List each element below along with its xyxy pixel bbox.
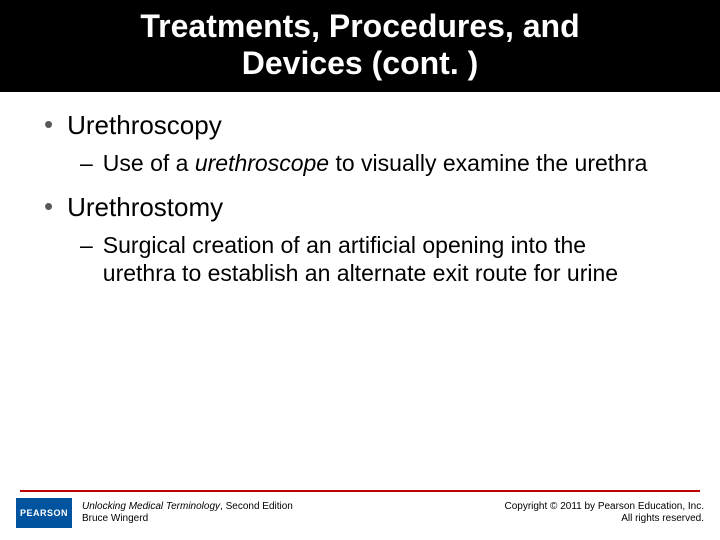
- def-1-post: to visually examine the urethra: [329, 150, 647, 176]
- bullet-dot-icon: •: [44, 110, 53, 139]
- book-author: Bruce Wingerd: [82, 513, 148, 524]
- term-2-label: Urethrostomy: [67, 192, 223, 223]
- title-line-2: Devices (cont. ): [242, 45, 479, 81]
- definition-2: – Surgical creation of an artificial ope…: [80, 231, 680, 289]
- bullet-dot-icon: •: [44, 192, 53, 221]
- dash-icon: –: [80, 231, 93, 260]
- copyright-line-2: All rights reserved.: [621, 513, 704, 524]
- footer-left: PEARSON Unlocking Medical Terminology, S…: [16, 498, 293, 528]
- term-1: • Urethroscopy: [40, 110, 680, 141]
- copyright-line-1: Copyright © 2011 by Pearson Education, I…: [504, 501, 704, 512]
- book-title: Unlocking Medical Terminology: [82, 501, 220, 512]
- footer-row: PEARSON Unlocking Medical Terminology, S…: [16, 498, 704, 528]
- title-bar: Treatments, Procedures, and Devices (con…: [0, 0, 720, 92]
- term-1-label: Urethroscopy: [67, 110, 222, 141]
- title-line-1: Treatments, Procedures, and: [140, 8, 579, 44]
- def-1-italic: urethroscope: [195, 150, 329, 176]
- book-edition: , Second Edition: [220, 501, 293, 512]
- def-1-pre: Use of a: [103, 150, 195, 176]
- book-info: Unlocking Medical Terminology, Second Ed…: [82, 501, 293, 525]
- term-2: • Urethrostomy: [40, 192, 680, 223]
- pearson-logo-text: PEARSON: [20, 508, 68, 518]
- pearson-logo: PEARSON: [16, 498, 72, 528]
- copyright: Copyright © 2011 by Pearson Education, I…: [504, 501, 704, 525]
- def-2-pre: Surgical creation of an artificial openi…: [103, 232, 618, 287]
- dash-icon: –: [80, 149, 93, 178]
- slide-content: • Urethroscopy – Use of a urethroscope t…: [0, 92, 720, 289]
- slide-title: Treatments, Procedures, and Devices (con…: [20, 8, 700, 82]
- definition-1-text: Use of a urethroscope to visually examin…: [103, 149, 648, 178]
- slide-footer: PEARSON Unlocking Medical Terminology, S…: [0, 490, 720, 528]
- definition-2-text: Surgical creation of an artificial openi…: [103, 231, 663, 289]
- definition-1: – Use of a urethroscope to visually exam…: [80, 149, 680, 178]
- footer-divider: [20, 490, 700, 492]
